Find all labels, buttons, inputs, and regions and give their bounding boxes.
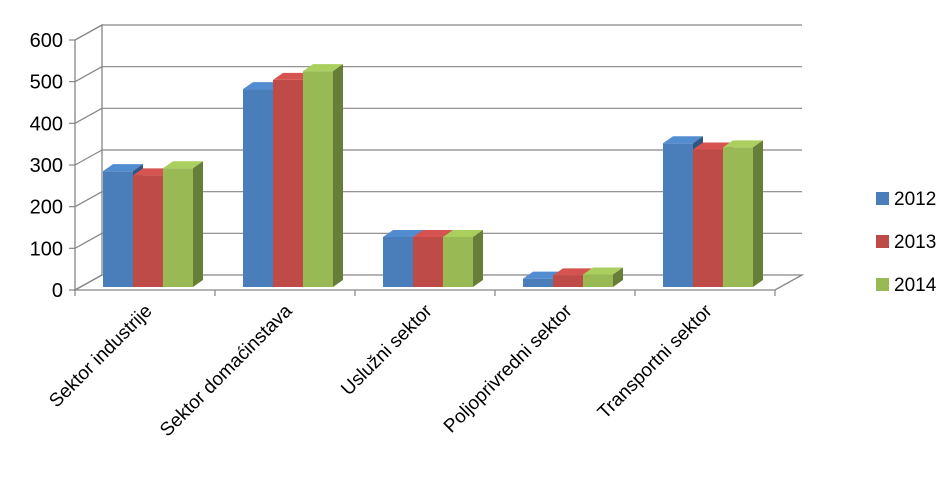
legend-swatch: [876, 192, 889, 205]
bar-side: [193, 161, 203, 287]
bar-front: [723, 147, 753, 287]
gridline-side: [74, 24, 103, 41]
legend-label: 2013: [894, 232, 936, 253]
bar-top: [413, 230, 453, 237]
bar-2014-0: [163, 161, 203, 287]
bar-front: [383, 237, 413, 287]
x-category-label: Uslužni sektor: [337, 300, 437, 400]
y-tick-label: 200: [30, 197, 63, 219]
gridline-side: [74, 66, 103, 83]
y-tick-label: 400: [30, 113, 63, 135]
y-tick-label: 600: [30, 30, 63, 52]
gridline-side: [74, 149, 103, 166]
bar-front: [583, 274, 613, 287]
bar-2014-1: [303, 64, 343, 288]
bar-side: [473, 230, 483, 287]
bar-front: [163, 168, 193, 287]
bar-top: [583, 267, 623, 275]
bar-front: [273, 79, 303, 288]
bar-side: [613, 267, 623, 287]
bar-top: [663, 136, 703, 144]
floor: [72, 274, 805, 291]
x-category-label: Sektor domaćinstava: [156, 300, 297, 441]
bar-front: [523, 278, 553, 287]
legend-swatch: [876, 235, 889, 248]
legend-label: 2012: [894, 189, 936, 210]
bar-side: [753, 140, 763, 287]
gridlines: [74, 24, 802, 249]
bar-top: [303, 64, 343, 72]
x-axis-labels: Sektor industrije Sektor domaćinstava Uslu…: [45, 290, 776, 441]
bar-front: [303, 71, 333, 288]
x-category-label: Poljoprivredni sektor: [440, 300, 577, 437]
bar-front: [553, 275, 583, 287]
bar-front: [133, 175, 163, 287]
bar-top: [103, 164, 143, 172]
bar-top: [383, 230, 423, 237]
gridline-side: [74, 107, 103, 124]
legend: 2012 2013 2014: [876, 189, 937, 296]
y-axis-ticks: 0 100 200 300 400 500 600: [30, 30, 75, 302]
x-category-label: Sektor industrije: [45, 301, 156, 412]
bar-2014-4: [723, 140, 763, 287]
bar-top: [163, 161, 203, 169]
bar-2014-3: [583, 267, 623, 287]
bar-front: [443, 237, 473, 287]
x-category-label: Transportni sektor: [594, 300, 717, 423]
bar-top: [443, 230, 483, 237]
gridline-side: [74, 232, 103, 249]
legend-item-2014: 2014: [876, 275, 937, 296]
legend-item-2012: 2012: [876, 189, 936, 210]
y-tick-label: 100: [30, 238, 63, 260]
bar-front: [693, 149, 723, 287]
legend-label: 2014: [894, 275, 937, 296]
bar-top: [723, 140, 763, 148]
y-tick-label: 500: [30, 72, 63, 94]
bar-front: [103, 171, 133, 287]
legend-item-2013: 2013: [876, 232, 936, 253]
bar-front: [663, 143, 693, 287]
bar-front: [243, 89, 273, 287]
bar-front: [413, 237, 443, 287]
y-tick-label: 0: [52, 280, 63, 302]
bars: [103, 64, 763, 288]
y-tick-label: 300: [30, 155, 63, 177]
bar-2014-2: [443, 230, 483, 287]
gridline-side: [74, 191, 103, 208]
bar-side: [333, 64, 343, 288]
bar-top: [553, 268, 593, 276]
legend-swatch: [876, 278, 889, 291]
